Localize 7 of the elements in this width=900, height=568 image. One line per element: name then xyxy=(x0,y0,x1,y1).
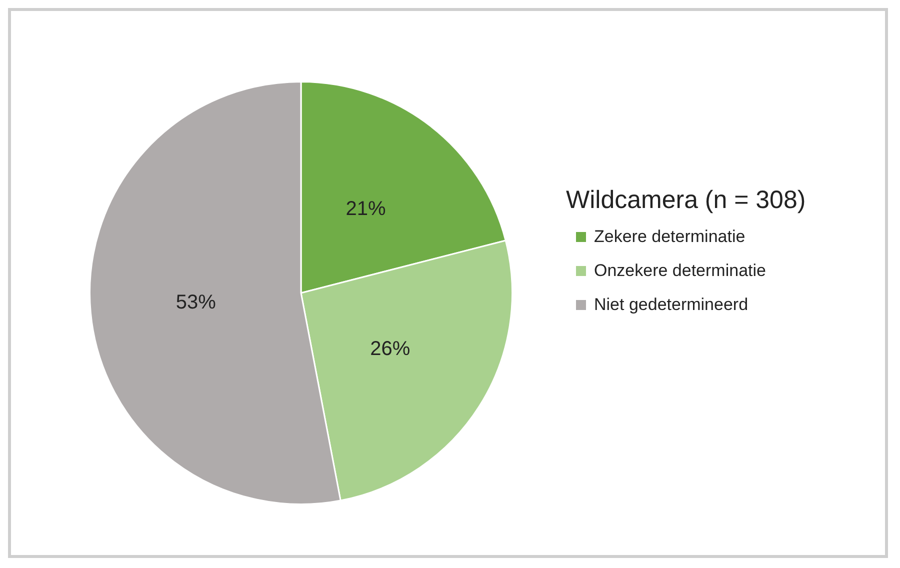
legend-label: Niet gedetermineerd xyxy=(594,295,748,315)
legend-label: Onzekere determinatie xyxy=(594,261,766,281)
data-label: 53% xyxy=(176,291,216,314)
legend-label: Zekere determinatie xyxy=(594,227,746,247)
data-label: 26% xyxy=(370,338,410,360)
legend-title: Wildcamera (n = 308) xyxy=(566,186,806,215)
data-label: 21% xyxy=(346,198,386,220)
